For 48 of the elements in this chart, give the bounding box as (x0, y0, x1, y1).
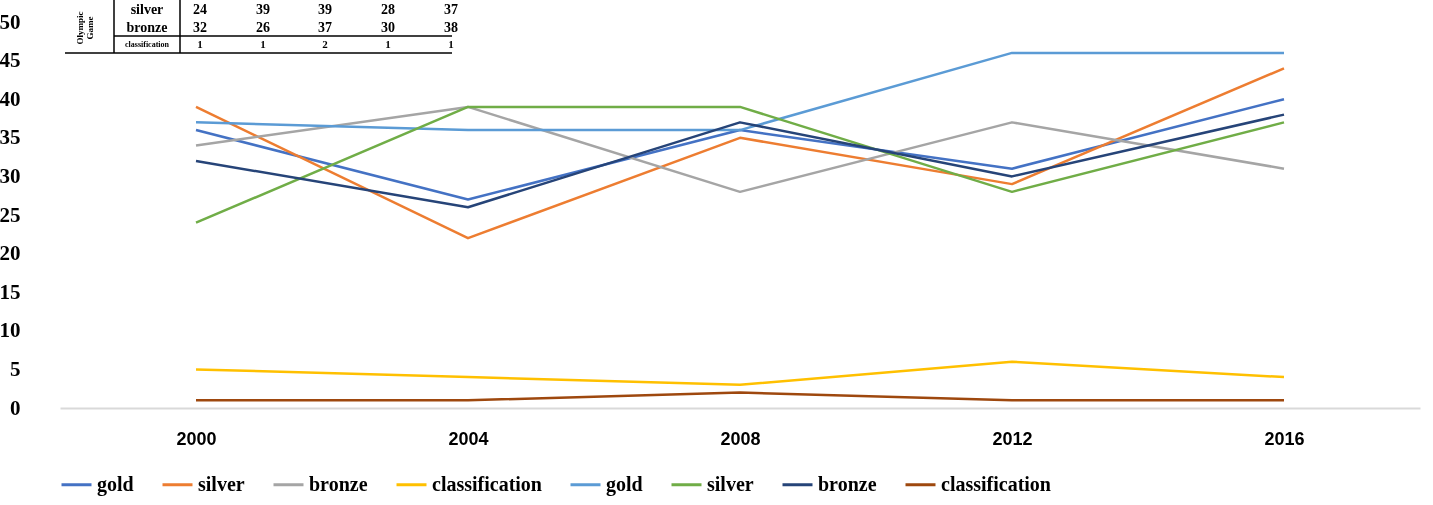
legend-label: silver (707, 472, 754, 495)
legend-label: classification (432, 472, 542, 495)
text: 39 (318, 2, 332, 17)
text: 24 (193, 2, 207, 17)
annotation: 37 (318, 20, 332, 35)
annotation: 32 (193, 20, 207, 35)
annotation: 1 (448, 38, 454, 50)
text: silver (130, 2, 164, 17)
annotation: 26 (256, 20, 270, 35)
annotation: classification (125, 40, 170, 49)
text: 39 (256, 2, 270, 17)
y-tick-label: 30 (0, 163, 21, 188)
x-tick-label: 2008 (720, 428, 761, 449)
annotation: bronze (126, 20, 168, 35)
y-tick-label: 15 (0, 279, 21, 304)
annotation: 1 (197, 38, 203, 50)
legend-label: gold (606, 472, 643, 496)
annotation: 2 (322, 38, 329, 50)
legend-label: classification (941, 472, 1051, 495)
y-tick-label: 0 (10, 395, 21, 420)
y-tick-label: 35 (0, 125, 21, 150)
legend-label: silver (198, 472, 245, 495)
annotation: 30 (381, 20, 395, 35)
annotation: 1 (260, 38, 266, 50)
y-tick-label: 40 (0, 86, 21, 111)
annotation: 1 (385, 38, 391, 50)
y-tick-label: 20 (0, 241, 21, 266)
legend-label: bronze (818, 472, 877, 495)
text: 28 (381, 2, 395, 17)
y-tick-label: 10 (0, 318, 21, 343)
legend-label: bronze (309, 472, 368, 495)
legend-label: gold (97, 472, 134, 496)
y-tick-label: 45 (0, 48, 21, 73)
annotation: Game (85, 16, 95, 40)
line-series (194, 113, 1286, 209)
x-tick-label: 2016 (1264, 428, 1305, 449)
line-series (194, 105, 1286, 224)
annotation: Olympic (75, 11, 85, 45)
x-tick-label: 2004 (448, 428, 489, 449)
y-tick-label: 25 (0, 202, 21, 227)
line-series (194, 360, 1286, 387)
y-tick-label: 5 (10, 356, 21, 381)
x-tick-label: 2000 (176, 428, 217, 449)
y-tick-label: 50 (0, 9, 21, 34)
text: 37 (444, 2, 458, 17)
x-tick-label: 2012 (992, 428, 1033, 449)
line-series (194, 67, 1286, 240)
annotation: 38 (444, 20, 458, 35)
